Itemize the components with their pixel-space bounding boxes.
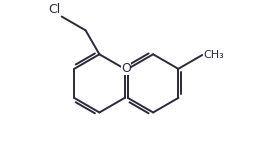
Text: Cl: Cl	[48, 3, 60, 16]
Text: O: O	[121, 62, 131, 75]
Text: CH₃: CH₃	[203, 50, 224, 60]
